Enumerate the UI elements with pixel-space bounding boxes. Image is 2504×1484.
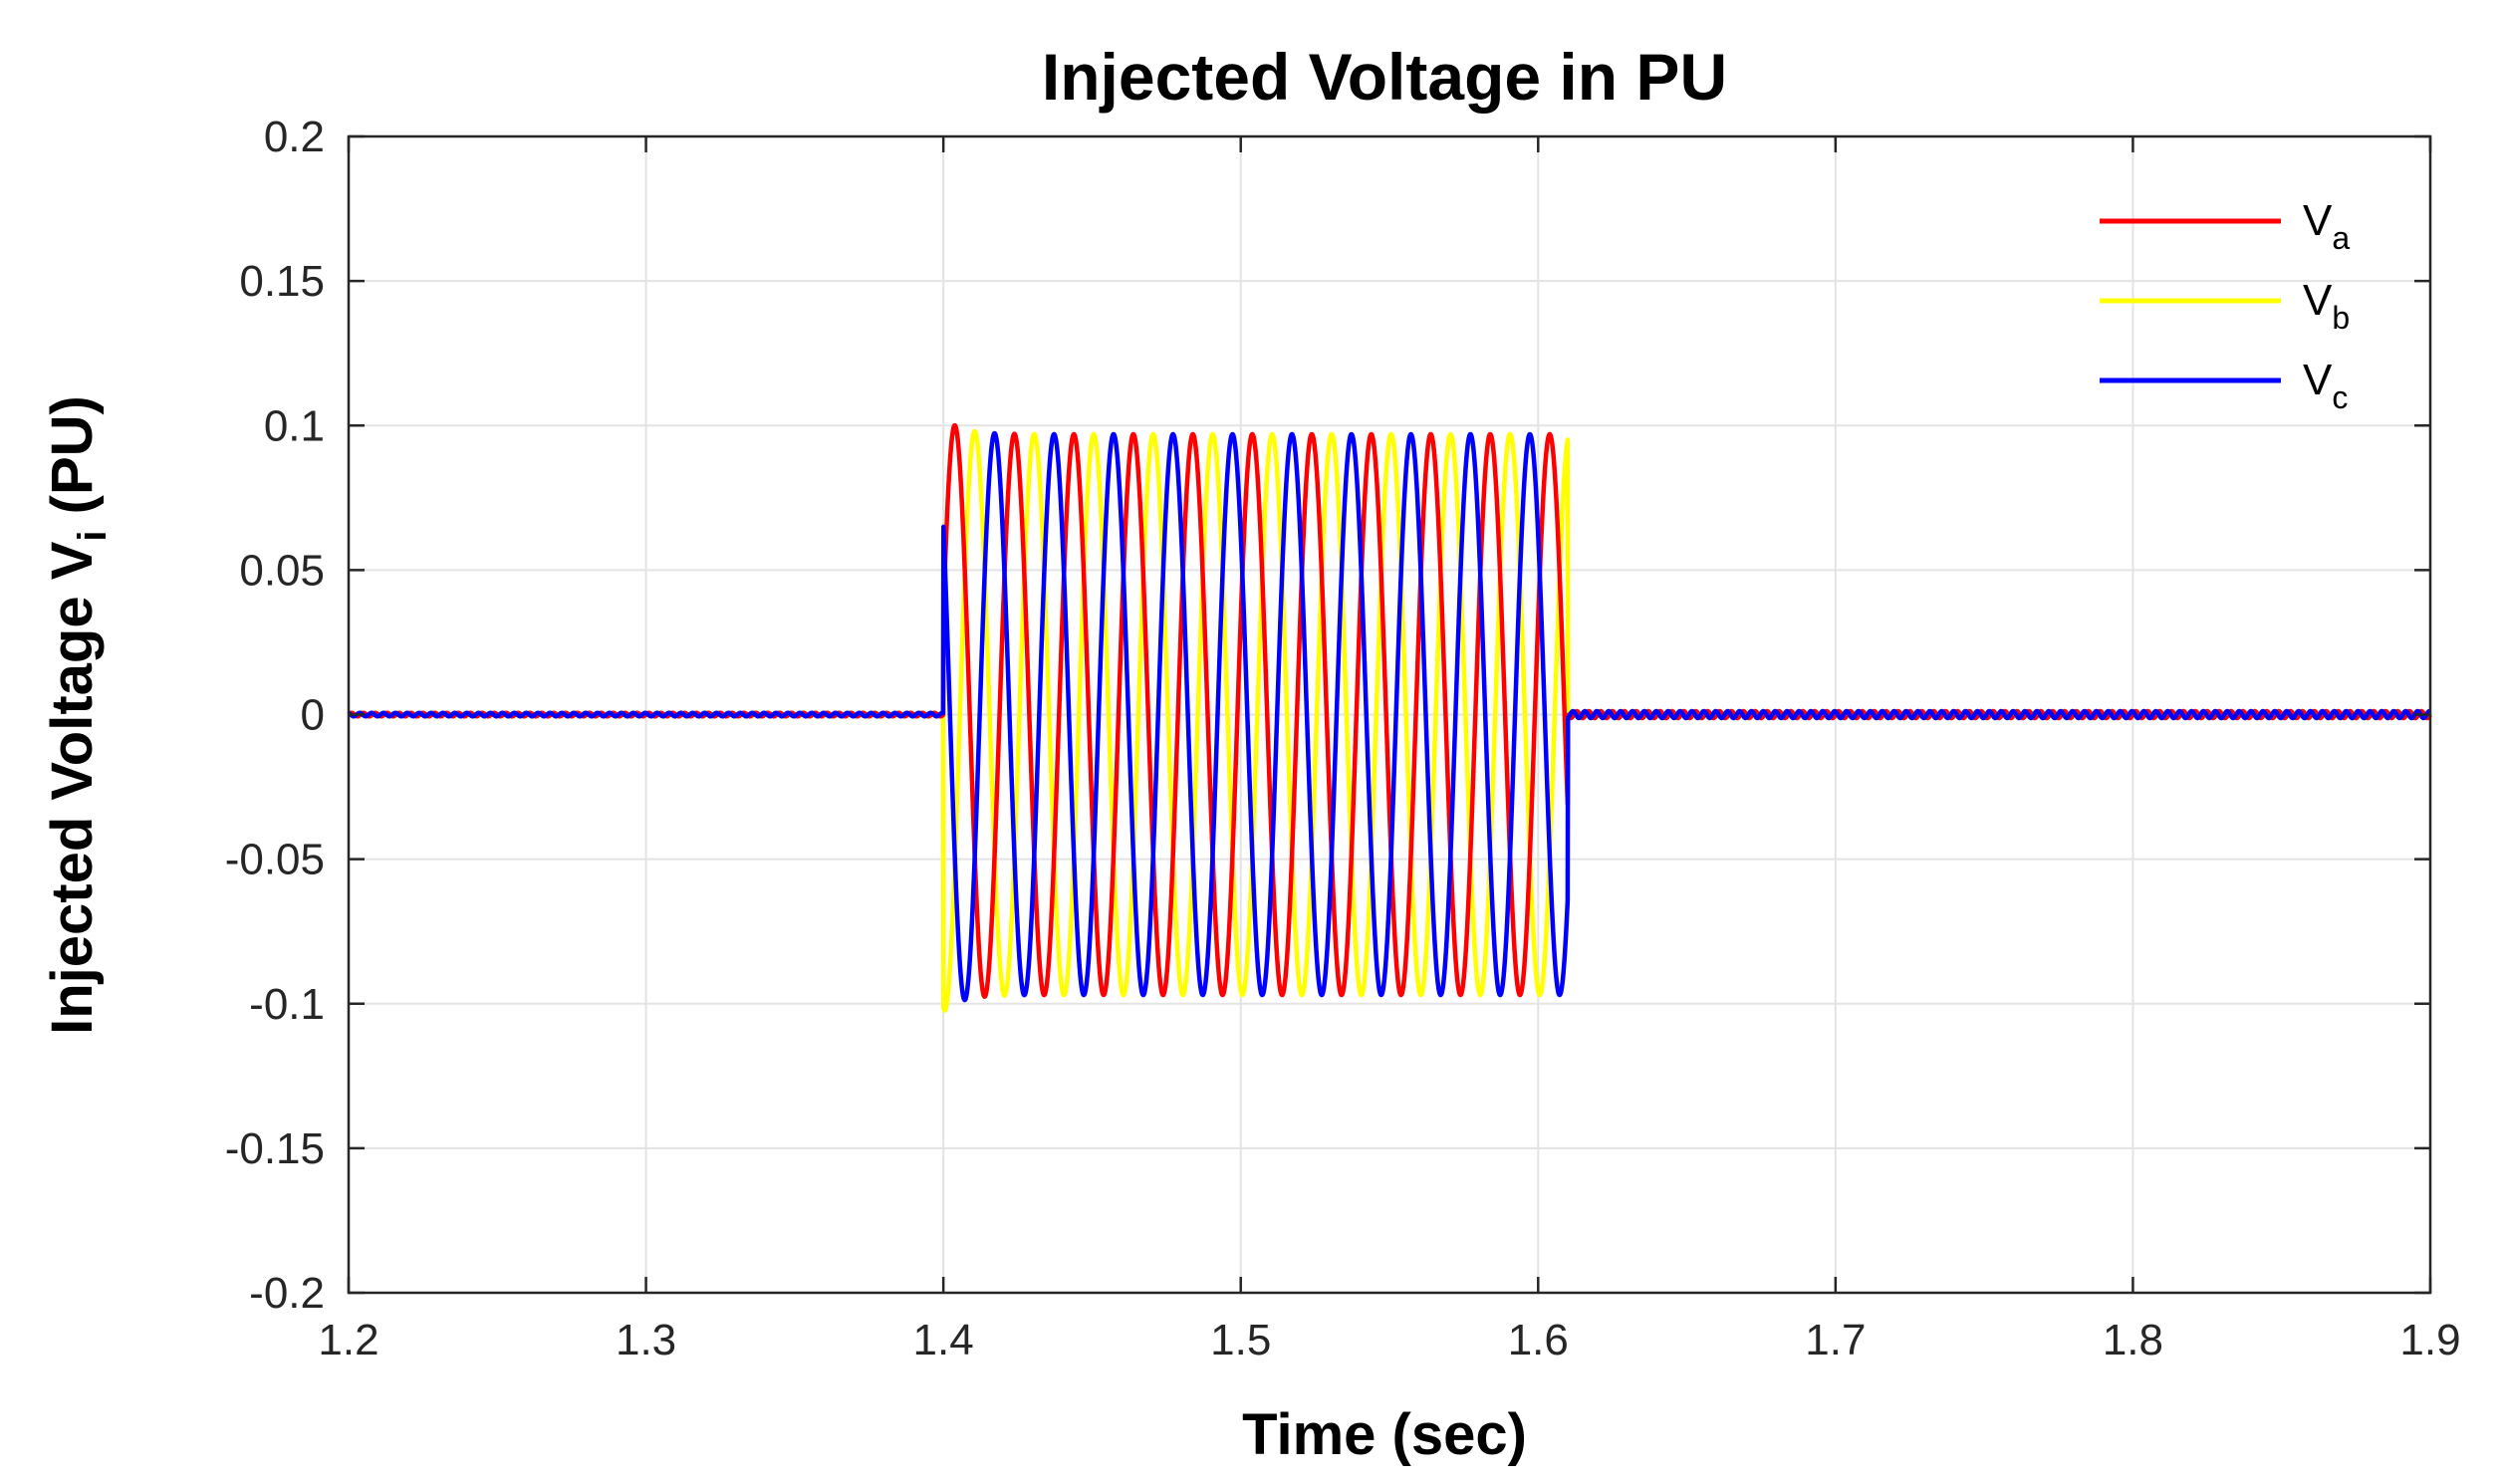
legend-label-subscript: c	[2332, 379, 2348, 415]
y-tick-label: 0.15	[239, 257, 325, 306]
y-tick-label: 0	[301, 691, 325, 740]
legend-label-main: V	[2303, 356, 2333, 404]
x-tick-label: 1.7	[1805, 1316, 1866, 1364]
x-tick-label: 1.4	[913, 1316, 974, 1364]
series-line-c	[347, 430, 2432, 1003]
legend-label-subscript: b	[2332, 300, 2350, 336]
legend-label-a: Va	[2303, 196, 2350, 256]
y-tick-label: -0.1	[249, 980, 325, 1029]
y-tick-label: -0.05	[225, 836, 325, 884]
x-tick-label: 1.3	[616, 1316, 676, 1364]
y-axis-label-suffix: (PU)	[40, 395, 105, 530]
x-tick-label: 1.5	[1210, 1316, 1271, 1364]
x-tick-label: 1.9	[2399, 1316, 2460, 1364]
y-tick-label: 0.05	[239, 546, 325, 595]
chart-title: Injected Voltage in PU	[1042, 40, 1727, 114]
y-axis-label: Injected Voltage Vi (PU)	[40, 395, 115, 1035]
x-tick-label: 1.2	[318, 1316, 378, 1364]
y-tick-label: 0.1	[264, 401, 325, 450]
x-axis-label: Time (sec)	[1242, 1402, 1527, 1467]
x-tick-label: 1.8	[2103, 1316, 2163, 1364]
legend-label-c: Vc	[2303, 356, 2348, 415]
y-tick-label: -0.15	[225, 1124, 325, 1173]
y-axis-label-subscript: i	[71, 530, 115, 541]
y-tick-label: 0.2	[264, 113, 325, 161]
ticks: 1.2 1.3 1.4 1.5 1.6 1.7 1.8 1.9 0.2 0.15 0.1 0.05 0 -…	[225, 113, 2461, 1364]
legend-label-main: V	[2303, 196, 2333, 245]
y-axis-label-main: Injected Voltage V	[40, 541, 105, 1035]
legend-label-main: V	[2303, 276, 2333, 325]
y-tick-label: -0.2	[249, 1269, 325, 1318]
legend-label-subscript: a	[2332, 220, 2350, 256]
x-tick-label: 1.6	[1508, 1316, 1569, 1364]
legend-label-b: Vb	[2303, 276, 2350, 336]
series-lines	[347, 422, 2432, 1013]
